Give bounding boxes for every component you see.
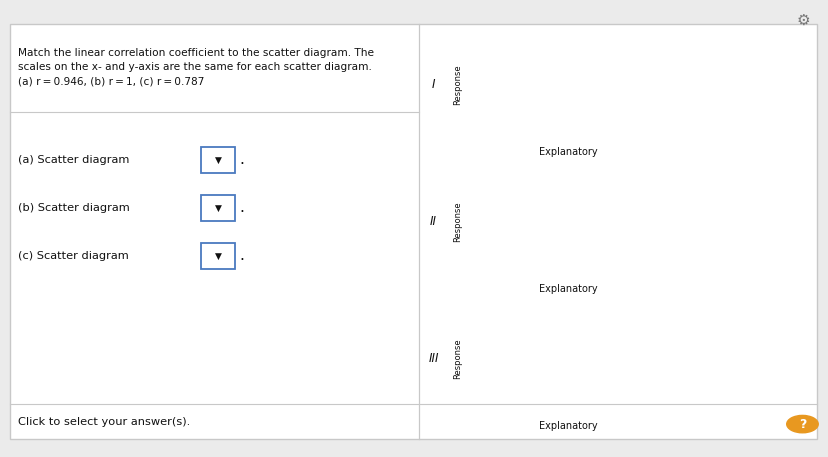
FancyBboxPatch shape <box>10 24 816 439</box>
Point <box>635 320 648 327</box>
Point <box>647 312 661 319</box>
Point <box>598 335 611 342</box>
Text: ▼: ▼ <box>214 203 221 213</box>
Point <box>489 253 503 260</box>
Text: .: . <box>239 201 244 215</box>
Point <box>585 341 599 348</box>
Text: Match the linear correlation coefficient to the scatter diagram. The
scales on t: Match the linear correlation coefficient… <box>18 48 373 87</box>
Point <box>616 191 629 198</box>
Circle shape <box>786 415 817 433</box>
Point <box>474 398 487 405</box>
Text: (c) Scatter diagram: (c) Scatter diagram <box>18 251 129 261</box>
Text: Explanatory: Explanatory <box>538 147 596 157</box>
Point <box>486 391 499 399</box>
Point <box>518 102 531 109</box>
Point <box>632 183 645 190</box>
Text: ⚙: ⚙ <box>796 13 809 27</box>
Point <box>600 202 614 209</box>
Point <box>474 123 487 131</box>
Point <box>546 95 560 102</box>
Point <box>573 347 586 355</box>
Text: ▼: ▼ <box>214 251 221 260</box>
Point <box>532 109 545 117</box>
Text: (a) Scatter diagram: (a) Scatter diagram <box>18 155 129 165</box>
Text: Response: Response <box>453 64 461 105</box>
Point <box>633 52 646 59</box>
Text: Response: Response <box>453 338 461 379</box>
Point <box>647 175 661 182</box>
Text: I: I <box>431 78 435 91</box>
Point <box>537 229 550 237</box>
FancyBboxPatch shape <box>201 147 234 173</box>
FancyBboxPatch shape <box>201 195 234 221</box>
Point <box>505 245 518 252</box>
Point <box>604 59 617 67</box>
Text: .: . <box>239 153 244 167</box>
Text: ?: ? <box>798 418 805 430</box>
Point <box>521 237 534 244</box>
Point <box>503 95 516 102</box>
Point <box>604 74 617 81</box>
Text: Explanatory: Explanatory <box>538 284 596 294</box>
Point <box>532 102 545 109</box>
Point <box>523 372 537 380</box>
Point <box>575 74 588 81</box>
Point <box>600 198 614 206</box>
Point <box>590 59 603 67</box>
Text: II: II <box>430 215 436 228</box>
Point <box>548 360 561 367</box>
Point <box>474 260 487 268</box>
Point <box>511 379 524 386</box>
Point <box>561 88 574 95</box>
Point <box>585 214 598 221</box>
Point <box>498 385 512 392</box>
Point <box>536 366 549 373</box>
Point <box>610 329 623 336</box>
Point <box>521 233 534 240</box>
Text: ▼: ▼ <box>214 155 221 165</box>
Point <box>619 52 632 59</box>
Point <box>623 322 636 329</box>
Text: III: III <box>428 352 438 365</box>
Text: Response: Response <box>453 201 461 242</box>
Text: (b) Scatter diagram: (b) Scatter diagram <box>18 203 130 213</box>
Text: .: . <box>239 249 244 263</box>
Text: Click to select your answer(s).: Click to select your answer(s). <box>18 417 190 427</box>
Point <box>569 217 582 224</box>
Point <box>569 211 582 218</box>
Point <box>561 354 574 361</box>
Point <box>633 45 646 53</box>
Text: Explanatory: Explanatory <box>538 421 596 431</box>
Point <box>561 74 574 81</box>
Point <box>590 66 603 74</box>
Point <box>647 38 661 45</box>
FancyBboxPatch shape <box>201 243 234 269</box>
Point <box>552 222 566 229</box>
Point <box>585 206 598 213</box>
Point <box>575 95 588 102</box>
